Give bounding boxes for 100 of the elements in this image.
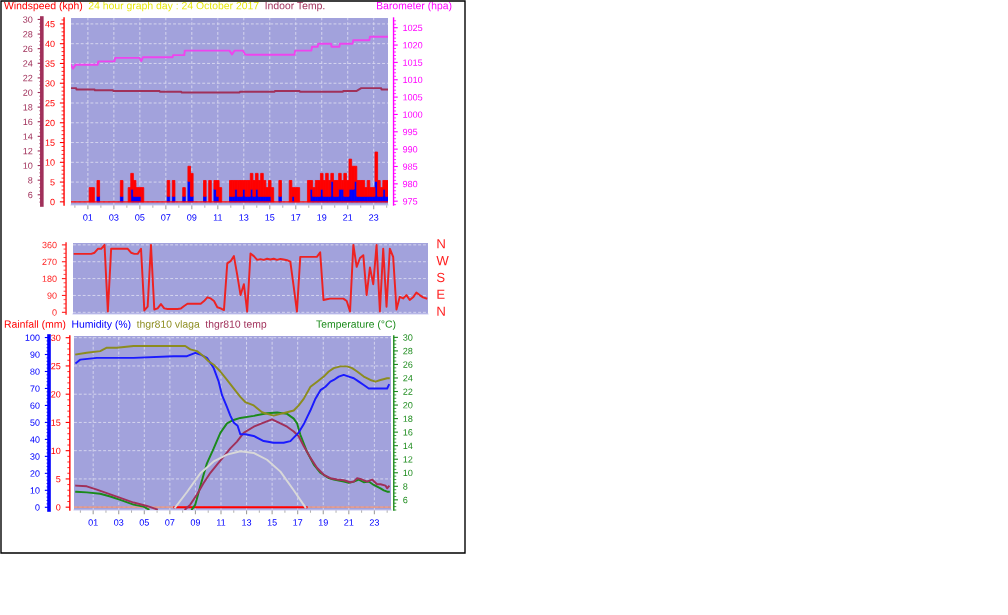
x-tick-label: 01	[83, 214, 93, 221]
text: W	[436, 256, 449, 266]
text: E	[437, 289, 445, 299]
y2-tick-label: 1025	[403, 24, 423, 32]
x-tick-label: 19	[317, 214, 327, 221]
y2-tick-label: 980	[403, 180, 418, 188]
x-tick-label: 11	[217, 519, 226, 526]
x-tick-label: 19	[318, 519, 328, 526]
y3-tick-label: 6	[28, 191, 33, 199]
y2-tick-label: 1015	[403, 59, 423, 66]
y-tick-label: 0	[50, 198, 55, 206]
y3-tick-label: 26	[23, 45, 33, 53]
y2-tick-label: 12	[403, 456, 413, 463]
x-tick-label: 07	[165, 519, 175, 526]
text: N	[437, 239, 445, 249]
y-tick-label: 270	[42, 258, 57, 266]
y-tick-label: 360	[42, 241, 57, 249]
y2-tick-label: 995	[403, 128, 418, 136]
y-tick-label: 10	[51, 447, 61, 455]
x-tick-label: 09	[190, 519, 201, 526]
x-tick-label: 09	[187, 214, 197, 221]
y-tick-label: 20	[45, 119, 55, 127]
x-tick-label: 01	[88, 519, 98, 526]
y2-tick-label: 985	[403, 163, 418, 170]
y3-axis-title: Humidity (%)	[72, 320, 131, 330]
y2-tick-label: 1020	[403, 42, 423, 49]
y3-tick-label: 12	[23, 147, 33, 155]
y3-tick-label: 20	[23, 89, 33, 96]
x-tick-label: 17	[293, 519, 303, 526]
y2-tick-label: 30	[403, 334, 413, 341]
y3-tick-label: 28	[23, 31, 33, 38]
x-tick-label: 21	[343, 214, 353, 221]
y-tick-label: 45	[45, 20, 55, 28]
y-tick-label: 40	[45, 40, 55, 48]
x-tick-label: 05	[139, 519, 149, 526]
x-tick-label: 23	[369, 214, 379, 221]
y-tick-label: 0	[56, 504, 61, 511]
y2-tick-label: 1000	[403, 111, 423, 118]
y2-tick-label: 990	[403, 146, 418, 153]
y2-tick-label: 24	[403, 374, 413, 382]
x-tick-label: 15	[265, 214, 275, 221]
y2-tick-label: 22	[403, 388, 413, 395]
y-tick-label: 15	[51, 419, 61, 426]
y3-tick-label: 24	[23, 60, 33, 67]
x-tick-label: 13	[239, 214, 249, 221]
y3-tick-label: 30	[30, 453, 40, 460]
text: N	[437, 306, 445, 316]
x-tick-label: 07	[161, 214, 171, 221]
x-tick-label: 03	[114, 519, 124, 526]
y2-tick-label: 16	[403, 429, 413, 436]
y2-axis-title: Barometer (hpa)	[377, 1, 452, 12]
y-tick-label: 35	[45, 60, 55, 67]
y-tick-label: 20	[51, 391, 61, 398]
y2-axis-title: Temperature (°C)	[316, 320, 396, 330]
y-tick-label: 5	[50, 179, 55, 186]
series-label: thgr810 vlaga	[136, 320, 200, 330]
text: thgr810 temp	[205, 320, 267, 330]
y-tick-label: 30	[51, 334, 61, 342]
y3-tick-label: 60	[30, 402, 40, 409]
y3-tick-label: 90	[30, 351, 40, 358]
y2-tick-label: 18	[403, 415, 413, 422]
y-tick-label: 30	[45, 80, 55, 87]
y3-tick-label: 100	[25, 334, 40, 341]
y-tick-label: 90	[47, 292, 57, 299]
y-tick-label: 25	[45, 99, 55, 107]
y2-tick-label: 6	[403, 496, 408, 504]
y3-tick-label: 20	[30, 470, 40, 477]
x-tick-label: 11	[213, 214, 223, 221]
y3-tick-label: 8	[28, 177, 33, 184]
x-tick-label: 05	[135, 214, 145, 221]
y3-tick-label: 30	[23, 16, 33, 23]
x-tick-label: 13	[242, 519, 252, 526]
x-tick-label: 15	[267, 519, 277, 526]
y2-tick-label: 28	[403, 347, 413, 355]
y2-tick-label: 1010	[403, 76, 423, 84]
y2-tick-label: 10	[403, 469, 413, 477]
y3-axis-title: Indoor Temp.	[265, 1, 325, 12]
y2-tick-label: 8	[403, 483, 408, 490]
x-tick-label: 17	[291, 214, 301, 221]
y3-tick-label: 50	[30, 419, 40, 426]
y-tick-label: 0	[52, 309, 57, 316]
text: S	[436, 272, 445, 283]
y3-tick-label: 10	[30, 487, 40, 494]
x-tick-label: 21	[344, 519, 354, 526]
y3-tick-label: 22	[23, 74, 33, 82]
y3-tick-label: 14	[23, 133, 33, 140]
y3-tick-label: 18	[23, 104, 33, 111]
chart-title: 24 hour graph day : 24 October 2017	[88, 1, 259, 12]
y-tick-label: 5	[56, 475, 61, 483]
y2-tick-label: 20	[403, 402, 413, 409]
y2-tick-label: 975	[403, 198, 418, 205]
y3-tick-label: 80	[30, 368, 40, 375]
y3-tick-label: 0	[35, 504, 40, 511]
x-tick-label: 23	[369, 519, 380, 526]
y-tick-label: 180	[42, 275, 57, 282]
y2-tick-label: 14	[403, 442, 413, 449]
y3-tick-label: 70	[30, 385, 40, 392]
y-tick-label: 15	[45, 139, 55, 146]
y-axis-title: Windspeed (kph)	[4, 1, 83, 12]
y-tick-label: 25	[51, 362, 61, 370]
